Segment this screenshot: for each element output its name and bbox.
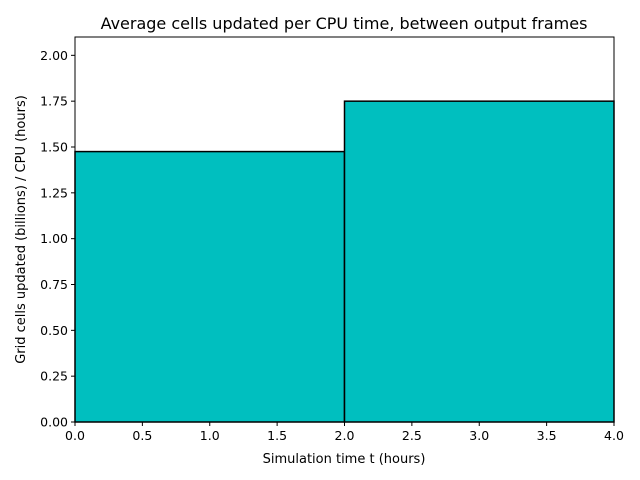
y-axis-ticks: 0.00 0.25 0.50 0.75 1.00 1.25 1.50 1.75 2.00: [40, 48, 75, 430]
y-tick-label: 1.75: [40, 94, 68, 109]
y-tick-label: 1.50: [40, 140, 68, 155]
y-axis-label: Grid cells updated (billions) / CPU (hou…: [14, 95, 29, 364]
plot-frame: [74, 36, 615, 423]
x-tick-label: 2.5: [402, 428, 422, 443]
x-axis-label: Simulation time t (hours): [263, 452, 426, 467]
x-tick-label: 0.0: [65, 428, 85, 443]
x-tick-label: 0.5: [132, 428, 152, 443]
x-axis-ticks: 0.0 0.5 1.0 1.5 2.0 2.5 3.0 3.5 4.0: [65, 422, 624, 443]
x-tick-label: 3.0: [469, 428, 489, 443]
x-tick-label: 3.5: [537, 428, 557, 443]
x-tick-label: 1.0: [200, 428, 220, 443]
y-tick-label: 0.00: [40, 415, 68, 430]
y-tick-label: 0.25: [40, 369, 68, 384]
x-tick-label: 2.0: [335, 428, 355, 443]
x-tick-label: 1.5: [267, 428, 287, 443]
bar-1: [343, 100, 615, 423]
y-tick-label: 0.75: [40, 277, 68, 292]
bar-0: [74, 150, 346, 423]
y-tick-label: 0.50: [40, 323, 68, 338]
y-tick-label: 2.00: [40, 48, 68, 63]
x-tick-label: 4.0: [604, 428, 624, 443]
bars-layer: [74, 100, 615, 423]
y-tick-label: 1.00: [40, 231, 68, 246]
y-tick-label: 1.25: [40, 185, 68, 200]
chart-title: Average cells updated per CPU time, betw…: [101, 14, 588, 33]
